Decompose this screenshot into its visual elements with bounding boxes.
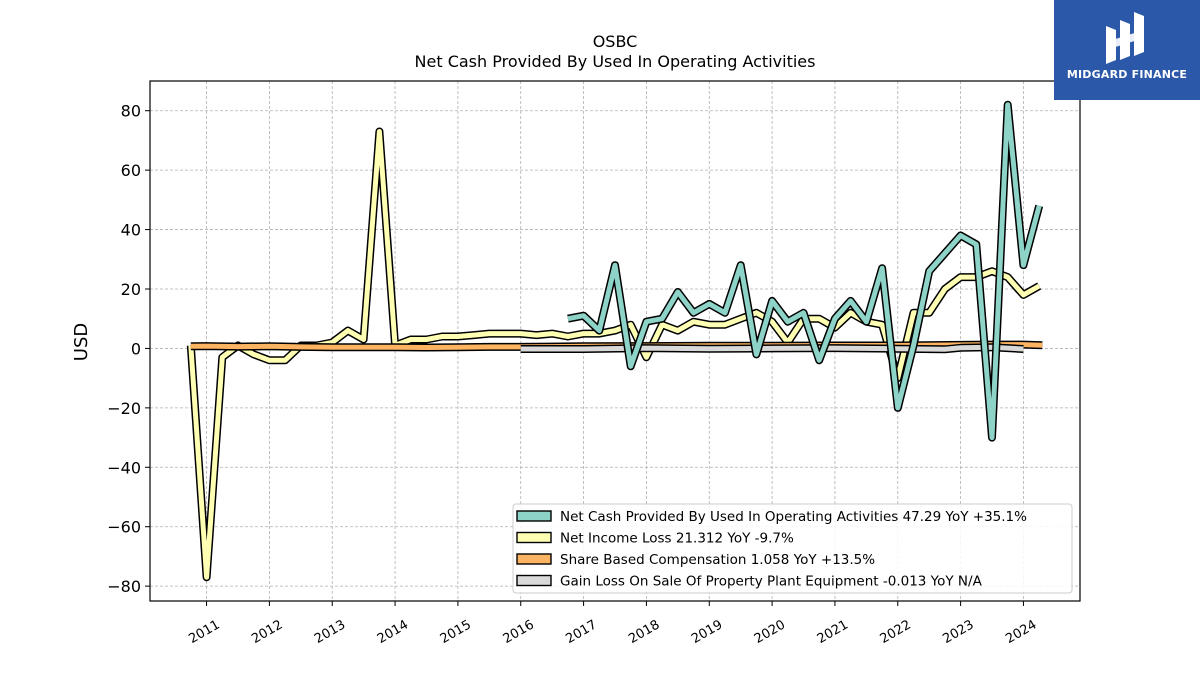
brand-logo: MIDGARD FINANCE: [1054, 0, 1200, 100]
legend-swatch: [516, 574, 552, 587]
y-tick-label: 40: [121, 221, 141, 240]
series-line: [567, 102, 1042, 441]
x-tick-label: 2011: [186, 617, 222, 647]
x-tick-label: 2023: [940, 617, 976, 647]
x-tick-label: 2019: [689, 617, 725, 647]
y-tick-label: 0: [131, 339, 141, 358]
x-tick-label: 2022: [878, 617, 914, 647]
legend-swatch: [516, 531, 552, 544]
x-tick-label: 2020: [752, 617, 788, 647]
y-tick-label: −80: [107, 577, 141, 596]
legend-box: [512, 503, 1073, 594]
legend-entry: Share Based Compensation 1.058 YoY +13.5…: [560, 552, 875, 568]
x-tick-label: 2015: [438, 617, 474, 647]
x-tick-label: 2018: [626, 617, 662, 647]
y-tick-label: −20: [107, 399, 141, 418]
y-tick-label: 80: [121, 102, 141, 121]
y-axis-label: USD: [71, 323, 92, 361]
legend-entry: Net Income Loss 21.312 YoY -9.7%: [560, 531, 794, 547]
x-tick-label: 2024: [1003, 617, 1039, 647]
plot-frame: [149, 80, 1081, 602]
legend-entry: Net Cash Provided By Used In Operating A…: [560, 509, 1027, 525]
chart-title: Net Cash Provided By Used In Operating A…: [415, 52, 816, 71]
chart-ticker: OSBC: [593, 32, 638, 51]
x-tick-label: 2014: [375, 617, 411, 647]
x-tick-label: 2017: [563, 617, 599, 647]
brand-logo-icon: [1106, 12, 1144, 64]
legend-entry: Gain Loss On Sale Of Property Plant Equi…: [560, 574, 983, 590]
x-tick-label: 2016: [501, 617, 537, 647]
y-tick-label: −60: [107, 518, 141, 537]
x-tick-label: 2021: [815, 617, 851, 647]
series-line: [520, 344, 1024, 352]
x-tick-label: 2013: [312, 617, 348, 647]
y-tick-label: 20: [121, 280, 141, 299]
x-tick-label: 2012: [249, 617, 285, 647]
y-tick-label: −40: [107, 458, 141, 477]
y-tick-label: 60: [121, 161, 141, 180]
legend-swatch: [516, 510, 552, 522]
series-outline: [567, 100, 1044, 442]
brand-name: MIDGARD FINANCE: [1066, 68, 1188, 81]
legend-swatch: [516, 553, 552, 565]
